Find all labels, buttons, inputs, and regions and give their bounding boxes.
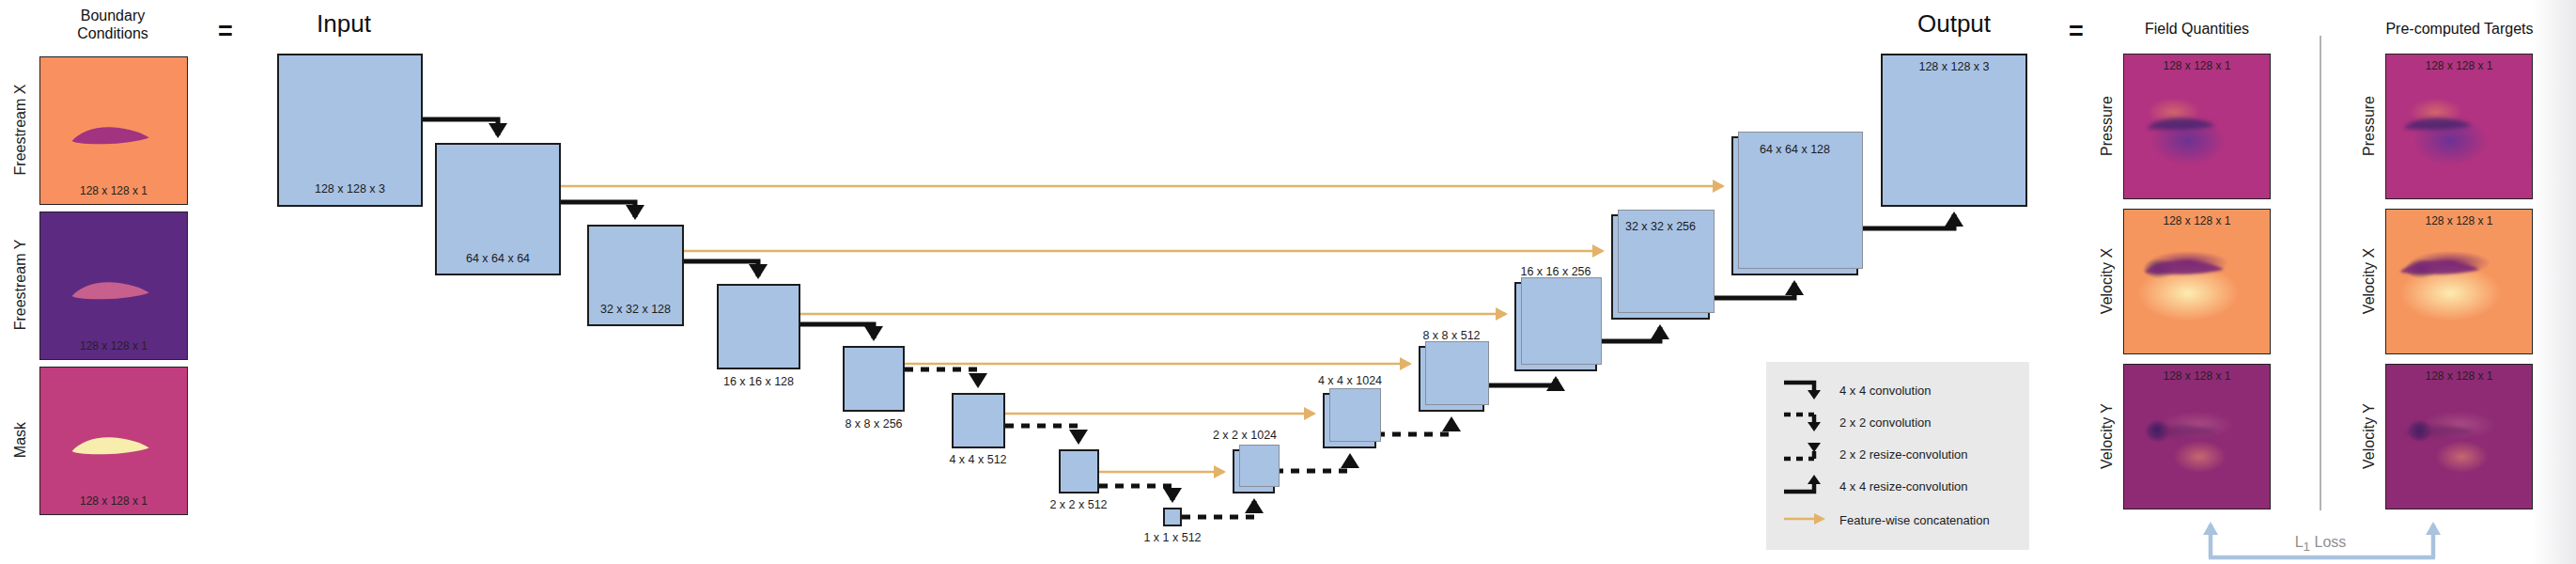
- unet-block-2x2x512: [1059, 449, 1099, 494]
- airfoil-shape-icon: [70, 122, 151, 148]
- airfoil-shape-icon: [70, 277, 151, 303]
- airfoil-shape-icon: [2401, 422, 2477, 438]
- airfoil-shape-icon: [2145, 422, 2221, 438]
- unet-block-1x1x512: [1163, 508, 1182, 526]
- block-dims: 8 x 8 x 256: [827, 417, 921, 431]
- unet-block-64x64x128: [1731, 136, 1858, 275]
- mask-dims: 128 x 128 x 1: [40, 494, 187, 508]
- freestream-y-dims: 128 x 128 x 1: [40, 339, 187, 352]
- velocity-x-field-image: 128 x 128 x 1: [2123, 209, 2271, 354]
- airfoil-shape-icon: [2145, 115, 2218, 132]
- legend-4x4-convolution-icon: [1780, 378, 1835, 400]
- velocity-x-target-image: 128 x 128 x 1: [2385, 209, 2533, 354]
- block-dims: 16 x 16 x 256: [1504, 265, 1607, 278]
- block-dims: 64 x 64 x 64: [435, 252, 561, 265]
- unet-block-output-128x128x3: [1881, 54, 2027, 207]
- legend-2x2-convolution-icon: [1780, 410, 1835, 432]
- unet-block-16x16x256: [1514, 282, 1597, 371]
- block-dims: 4 x 4 x 1024: [1298, 374, 1402, 387]
- conv-2x2-arrows: [905, 369, 1172, 500]
- airfoil-shape-icon: [2142, 257, 2227, 276]
- unet-block-4x4x512: [952, 393, 1005, 448]
- velocity-y-target-image: 128 x 128 x 1: [2385, 364, 2533, 509]
- legend-4x4-resize-convolution-icon: [1780, 474, 1835, 496]
- legend-feature-concatenation-icon: [1780, 508, 1835, 530]
- block-dims: 2 x 2 x 512: [1032, 498, 1125, 511]
- freestream-y-image: 128 x 128 x 1: [39, 212, 188, 360]
- block-dims: 128 x 128 x 3: [277, 182, 423, 196]
- velocity-x-target-dims: 128 x 128 x 1: [2386, 214, 2532, 227]
- pressure-field-image: 128 x 128 x 1: [2123, 54, 2271, 199]
- freestream-x-dims: 128 x 128 x 1: [40, 184, 187, 197]
- block-dims: 32 x 32 x 128: [582, 303, 690, 316]
- airfoil-shape-icon: [70, 432, 151, 458]
- airfoil-shape-icon: [2401, 115, 2475, 132]
- block-dims: 128 x 128 x 3: [1881, 60, 2027, 73]
- velocity-y-field-image: 128 x 128 x 1: [2123, 364, 2271, 509]
- unet-block-8x8x512: [1419, 346, 1484, 412]
- pressure-target-image: 128 x 128 x 1: [2385, 54, 2533, 199]
- unet-block-8x8x256: [843, 346, 905, 412]
- block-dims: 2 x 2 x 1024: [1193, 429, 1296, 442]
- block-dims: 16 x 16 x 128: [706, 375, 812, 388]
- pressure-dims: 128 x 128 x 1: [2124, 59, 2270, 72]
- block-dims: 64 x 64 x 128: [1731, 143, 1858, 156]
- block-dims: 1 x 1 x 512: [1125, 531, 1219, 544]
- block-dims: 32 x 32 x 256: [1611, 220, 1710, 233]
- velocity-y-dims: 128 x 128 x 1: [2124, 369, 2270, 383]
- mask-image: 128 x 128 x 1: [39, 367, 188, 515]
- block-dims: 8 x 8 x 512: [1404, 329, 1498, 342]
- freestream-x-image: 128 x 128 x 1: [39, 56, 188, 205]
- unet-block-4x4x1024: [1323, 393, 1376, 448]
- l1-loss-bracket: [2209, 525, 2435, 557]
- block-dims: 4 x 4 x 512: [931, 453, 1025, 466]
- pressure-target-dims: 128 x 128 x 1: [2386, 59, 2532, 72]
- unet-block-16x16x128: [717, 284, 800, 369]
- legend-2x2-resize-convolution-icon: [1780, 442, 1835, 464]
- velocity-x-dims: 128 x 128 x 1: [2124, 214, 2270, 227]
- unet-block-2x2x1024: [1233, 449, 1275, 494]
- airfoil-shape-icon: [2398, 257, 2482, 276]
- velocity-y-target-dims: 128 x 128 x 1: [2386, 369, 2532, 383]
